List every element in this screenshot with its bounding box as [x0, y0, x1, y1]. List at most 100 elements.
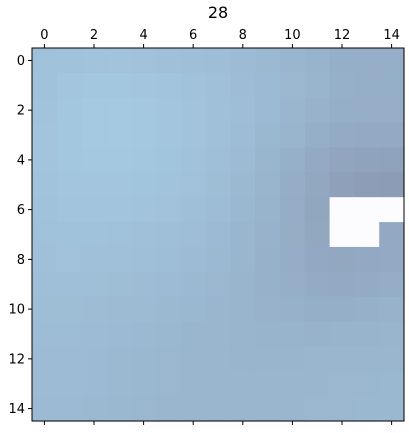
heatmap-cell — [379, 147, 405, 173]
heatmap-cell — [280, 271, 306, 298]
heatmap-cell — [56, 321, 83, 347]
heatmap-cell — [280, 97, 306, 124]
heatmap-cells — [32, 48, 405, 422]
heatmap-cell — [205, 271, 231, 298]
heatmap-cell — [106, 122, 132, 149]
heatmap-cell — [280, 222, 306, 248]
x-tick-label: 8 — [239, 28, 247, 43]
heatmap-cell — [156, 271, 182, 298]
heatmap-cell — [156, 296, 182, 323]
heatmap-cell — [32, 48, 58, 74]
heatmap-cell — [255, 97, 281, 124]
y-tick-label: 14 — [8, 402, 25, 417]
heatmap-cell — [379, 246, 405, 273]
heatmap-cell — [255, 346, 281, 372]
heatmap-cell — [180, 396, 207, 422]
heatmap-cell — [230, 72, 256, 99]
heatmap-cell — [304, 97, 331, 124]
heatmap-cell — [230, 197, 256, 223]
heatmap-cell — [230, 246, 256, 273]
heatmap-cell — [280, 396, 306, 422]
heatmap-cell — [329, 396, 355, 422]
heatmap-cell — [156, 371, 182, 397]
heatmap-cell — [205, 222, 231, 248]
heatmap-cell — [304, 346, 331, 372]
heatmap-cell — [255, 172, 281, 198]
heatmap-cell — [81, 147, 107, 173]
heatmap-cell — [379, 271, 405, 298]
y-tick-label: 10 — [8, 303, 25, 318]
heatmap-cell — [354, 122, 380, 149]
heatmap-cell — [280, 48, 306, 74]
heatmap-cell — [180, 246, 207, 273]
heatmap-cell — [32, 172, 58, 198]
x-tick-label: 12 — [334, 28, 351, 43]
heatmap-cell — [205, 48, 231, 74]
heatmap-cell — [379, 296, 405, 323]
heatmap-cell — [156, 97, 182, 124]
heatmap-cell — [329, 222, 355, 248]
heatmap-cell — [304, 147, 331, 173]
heatmap-cell — [304, 72, 331, 99]
heatmap-cell — [156, 122, 182, 149]
heatmap-cell — [205, 396, 231, 422]
heatmap-cell — [230, 222, 256, 248]
heatmap-cell — [255, 72, 281, 99]
heatmap-cell — [106, 271, 132, 298]
heatmap-cell — [304, 321, 331, 347]
heatmap-cell — [56, 197, 83, 223]
heatmap-cell — [255, 396, 281, 422]
heatmap-cell — [255, 197, 281, 223]
heatmap-cell — [329, 346, 355, 372]
heatmap-cell — [205, 197, 231, 223]
heatmap-cell — [354, 346, 380, 372]
heatmap-cell — [230, 321, 256, 347]
heatmap-cell — [56, 371, 83, 397]
heatmap-cell — [81, 122, 107, 149]
heatmap-cell — [56, 346, 83, 372]
heatmap-cell — [354, 246, 380, 273]
heatmap-cell — [205, 321, 231, 347]
heatmap-cell — [106, 172, 132, 198]
heatmap-cell — [32, 197, 58, 223]
heatmap-cell — [156, 48, 182, 74]
heatmap-cell — [180, 222, 207, 248]
heatmap-cell — [205, 371, 231, 397]
heatmap-cell — [180, 321, 207, 347]
heatmap-cell — [379, 122, 405, 149]
heatmap-cell — [205, 346, 231, 372]
heatmap-cell — [180, 97, 207, 124]
heatmap-cell — [329, 122, 355, 149]
heatmap-cell — [230, 396, 256, 422]
heatmap-cell — [131, 147, 157, 173]
heatmap-cell — [56, 147, 83, 173]
heatmap-cell — [156, 246, 182, 273]
heatmap-cell — [81, 97, 107, 124]
heatmap-cell — [354, 371, 380, 397]
heatmap-cell — [156, 321, 182, 347]
heatmap-cell — [230, 48, 256, 74]
heatmap-cell — [354, 222, 380, 248]
heatmap-cell — [106, 346, 132, 372]
heatmap-cell — [280, 296, 306, 323]
x-tick-label: 2 — [90, 28, 98, 43]
heatmap-cell — [81, 246, 107, 273]
heatmap-cell — [156, 72, 182, 99]
heatmap-cell — [205, 246, 231, 273]
heatmap-cell — [32, 72, 58, 99]
y-tick-label: 0 — [17, 54, 25, 69]
heatmap-cell — [205, 147, 231, 173]
x-tick-label: 14 — [383, 28, 400, 43]
heatmap-cell — [180, 147, 207, 173]
heatmap-cell — [81, 222, 107, 248]
heatmap-cell — [379, 396, 405, 422]
heatmap-cell — [131, 396, 157, 422]
heatmap-cell — [354, 72, 380, 99]
heatmap-cell — [131, 271, 157, 298]
heatmap-cell — [255, 321, 281, 347]
heatmap-cell — [280, 346, 306, 372]
heatmap-cell — [131, 321, 157, 347]
heatmap-cell — [280, 147, 306, 173]
heatmap-cell — [156, 222, 182, 248]
heatmap-cell — [205, 296, 231, 323]
